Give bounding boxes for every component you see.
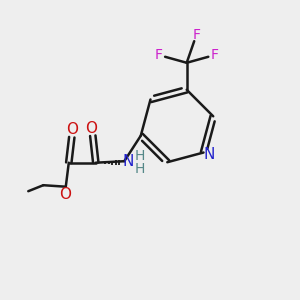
- Text: N: N: [122, 154, 134, 169]
- Text: O: O: [85, 121, 97, 136]
- Text: H: H: [135, 149, 145, 163]
- Text: F: F: [193, 28, 201, 42]
- Text: H: H: [135, 162, 145, 176]
- Text: F: F: [211, 48, 219, 62]
- Text: N: N: [203, 146, 214, 161]
- Text: O: O: [59, 187, 71, 202]
- Text: O: O: [66, 122, 78, 137]
- Text: F: F: [154, 48, 163, 62]
